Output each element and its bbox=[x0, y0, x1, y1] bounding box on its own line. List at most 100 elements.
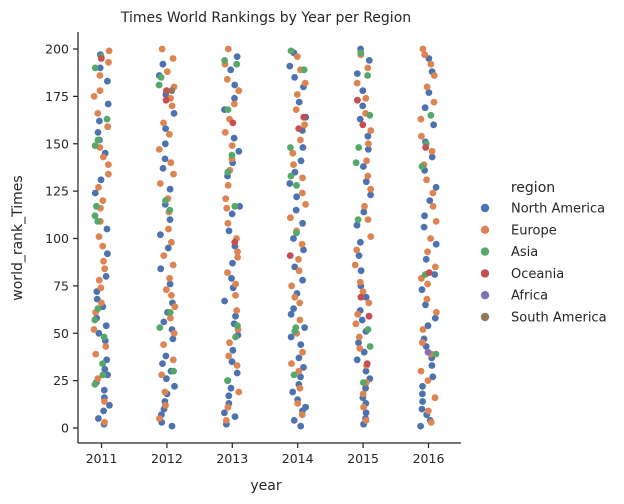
data-point-europe bbox=[158, 45, 166, 53]
data-point-north-america bbox=[104, 250, 111, 258]
data-point-north-america bbox=[422, 255, 430, 263]
data-point-north-america bbox=[287, 310, 295, 318]
data-point-europe bbox=[163, 286, 170, 294]
data-point-asia bbox=[91, 142, 99, 150]
data-point-asia bbox=[162, 197, 169, 205]
data-point-europe bbox=[232, 280, 240, 288]
data-point-asia bbox=[94, 218, 102, 225]
data-point-europe bbox=[367, 127, 375, 134]
data-point-asia bbox=[300, 66, 308, 74]
data-point-north-america bbox=[227, 384, 235, 392]
data-point-north-america bbox=[425, 89, 433, 96]
x-tick-label: 2011 bbox=[86, 451, 118, 466]
data-point-europe bbox=[96, 72, 104, 79]
data-point-europe bbox=[424, 377, 432, 384]
data-point-europe bbox=[101, 398, 108, 405]
data-point-oceania bbox=[286, 252, 294, 259]
data-point-oceania bbox=[365, 312, 373, 320]
data-point-europe bbox=[293, 91, 301, 98]
data-point-asia bbox=[99, 371, 107, 379]
data-point-asia bbox=[366, 343, 374, 350]
data-point-north-america bbox=[289, 388, 297, 396]
data-point-asia bbox=[360, 379, 367, 386]
data-point-europe bbox=[291, 293, 299, 301]
data-point-north-america bbox=[229, 346, 237, 354]
data-point-asia bbox=[100, 333, 108, 341]
data-point-asia bbox=[293, 229, 300, 237]
data-point-north-america bbox=[230, 134, 238, 142]
data-point-north-america bbox=[359, 102, 367, 110]
data-point-asia bbox=[232, 333, 239, 341]
data-point-north-america bbox=[96, 117, 103, 125]
data-point-asia bbox=[357, 49, 365, 57]
legend-label-north-america: North America bbox=[511, 202, 605, 217]
data-point-north-america bbox=[228, 210, 236, 218]
data-point-north-america bbox=[161, 155, 169, 163]
data-point-north-america bbox=[162, 125, 170, 132]
data-point-europe bbox=[301, 79, 309, 87]
data-point-asia bbox=[224, 106, 232, 113]
data-point-europe bbox=[287, 214, 294, 222]
data-point-north-america bbox=[164, 244, 172, 252]
data-point-europe bbox=[419, 339, 426, 347]
legend-marker-europe bbox=[480, 225, 490, 234]
data-point-north-america bbox=[286, 62, 294, 70]
data-point-north-america bbox=[292, 206, 300, 214]
data-point-asia bbox=[170, 367, 178, 375]
data-point-europe bbox=[363, 157, 370, 165]
data-point-asia bbox=[94, 305, 102, 312]
y-tick-label: 75 bbox=[53, 278, 69, 293]
y-tick-label: 125 bbox=[45, 184, 69, 199]
data-point-europe bbox=[359, 288, 367, 295]
data-point-europe bbox=[99, 242, 107, 250]
y-tick-label: 200 bbox=[45, 42, 69, 57]
data-point-north-america bbox=[166, 185, 174, 193]
data-point-north-america bbox=[424, 322, 432, 330]
data-point-europe bbox=[169, 55, 177, 62]
data-point-north-america bbox=[227, 66, 235, 74]
data-point-europe bbox=[352, 320, 360, 328]
data-point-north-america bbox=[420, 223, 428, 231]
data-point-north-america bbox=[231, 94, 238, 102]
data-point-europe bbox=[221, 129, 229, 136]
data-point-north-america bbox=[353, 70, 361, 77]
data-point-europe bbox=[224, 182, 232, 189]
data-point-europe bbox=[293, 53, 301, 60]
data-point-north-america bbox=[287, 333, 295, 341]
data-point-north-america bbox=[225, 392, 233, 400]
data-point-north-america bbox=[299, 219, 306, 227]
data-point-asia bbox=[293, 182, 300, 189]
x-tick-label: 2014 bbox=[282, 451, 314, 466]
data-point-north-america bbox=[100, 407, 107, 415]
legend-title: region bbox=[511, 180, 555, 196]
data-point-europe bbox=[166, 274, 174, 282]
data-point-north-america bbox=[225, 227, 233, 235]
data-point-europe bbox=[431, 263, 439, 271]
data-point-north-america bbox=[169, 335, 177, 343]
data-point-europe bbox=[170, 329, 178, 337]
data-point-north-america bbox=[159, 360, 166, 367]
data-point-europe bbox=[168, 292, 175, 299]
data-point-asia bbox=[354, 216, 362, 224]
data-point-north-america bbox=[168, 422, 176, 430]
data-point-asia bbox=[94, 136, 102, 144]
data-point-north-america bbox=[362, 409, 370, 417]
data-point-asia bbox=[366, 111, 374, 119]
data-point-asia bbox=[292, 324, 300, 331]
data-point-europe bbox=[95, 183, 102, 191]
data-point-europe bbox=[425, 407, 432, 415]
data-point-north-america bbox=[421, 212, 428, 220]
data-point-asia bbox=[427, 111, 435, 119]
data-point-europe bbox=[427, 60, 435, 68]
data-point-north-america bbox=[291, 263, 299, 271]
x-tick-label: 2012 bbox=[151, 451, 183, 466]
data-point-north-america bbox=[101, 365, 109, 373]
data-point-asia bbox=[103, 115, 111, 123]
data-point-asia bbox=[91, 316, 99, 324]
data-point-north-america bbox=[91, 189, 99, 197]
data-point-oceania bbox=[231, 238, 239, 246]
data-point-north-america bbox=[236, 202, 244, 210]
data-point-north-america bbox=[233, 53, 241, 60]
data-point-europe bbox=[296, 299, 304, 307]
data-point-asia bbox=[91, 381, 99, 388]
